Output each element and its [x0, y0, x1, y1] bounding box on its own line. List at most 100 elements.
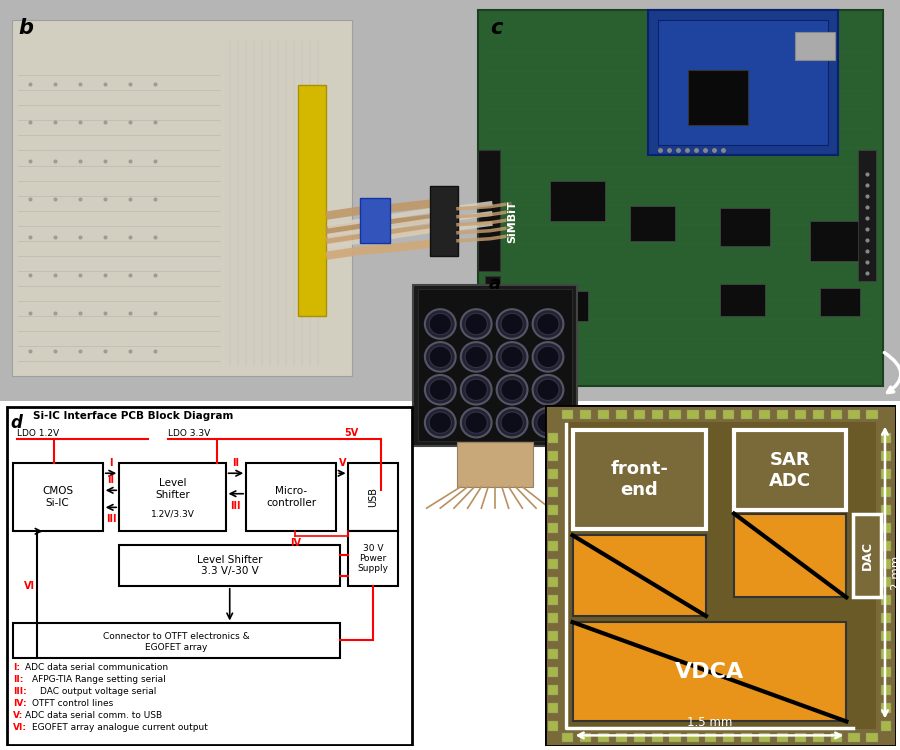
Text: VI: VI [23, 580, 34, 591]
Bar [12, 20, 352, 376]
Circle shape [429, 314, 452, 334]
Bar [13, 463, 103, 531]
Circle shape [425, 309, 455, 339]
Text: Si-IC Interface PCB Block Diagram: Si-IC Interface PCB Block Diagram [33, 411, 233, 421]
Circle shape [465, 346, 487, 368]
Text: LDO 1.2V: LDO 1.2V [17, 429, 58, 438]
Circle shape [465, 314, 487, 334]
Bar [563, 422, 877, 729]
Text: II: II [107, 476, 114, 485]
Bar [881, 631, 891, 640]
Text: Level Shifter
3.3 V/-30 V: Level Shifter 3.3 V/-30 V [197, 554, 263, 576]
Text: c: c [490, 18, 502, 38]
Bar [741, 733, 752, 742]
Circle shape [501, 346, 523, 368]
Bar [777, 410, 788, 419]
Bar [720, 208, 770, 246]
Bar [881, 559, 891, 568]
Bar [548, 505, 558, 515]
Text: CMOS
Si-IC: CMOS Si-IC [42, 486, 73, 508]
Bar [562, 733, 573, 742]
Text: b: b [18, 18, 33, 38]
Bar [795, 32, 835, 60]
Bar [858, 151, 876, 281]
Circle shape [465, 379, 487, 400]
Circle shape [497, 342, 527, 372]
Bar [616, 410, 627, 419]
Circle shape [497, 408, 527, 437]
Bar [572, 430, 706, 529]
Bar [562, 410, 573, 419]
Bar [648, 10, 838, 155]
Bar [119, 545, 340, 586]
Circle shape [533, 408, 563, 437]
Bar [670, 410, 680, 419]
Text: Micro-
controller: Micro- controller [266, 486, 316, 508]
Text: SAR
ADC: SAR ADC [770, 451, 811, 490]
Bar [598, 410, 609, 419]
Bar [652, 733, 662, 742]
Bar [348, 531, 398, 586]
Bar [348, 463, 398, 531]
Circle shape [501, 412, 523, 434]
Text: 5V: 5V [345, 427, 358, 438]
Bar [548, 721, 558, 730]
Bar [13, 623, 340, 658]
Bar [688, 410, 698, 419]
Bar [813, 733, 824, 742]
Bar [478, 10, 883, 386]
Bar [881, 577, 891, 586]
Text: V:: V: [13, 711, 22, 720]
Bar [759, 733, 770, 742]
Bar [831, 410, 842, 419]
Bar [616, 733, 627, 742]
Text: Level
Shifter: Level Shifter [155, 478, 190, 500]
Bar [741, 410, 752, 419]
Bar [413, 284, 577, 446]
Bar [478, 151, 500, 271]
Circle shape [497, 309, 527, 339]
Bar [688, 733, 698, 742]
Circle shape [461, 375, 491, 404]
Bar [881, 487, 891, 496]
Bar [881, 451, 891, 460]
Bar [634, 410, 645, 419]
Bar [418, 290, 572, 441]
Bar [572, 622, 846, 722]
Bar [548, 595, 558, 604]
Bar [548, 487, 558, 496]
Bar [572, 536, 706, 616]
Text: DAC: DAC [861, 541, 874, 570]
Bar [548, 649, 558, 658]
Bar [881, 703, 891, 712]
Circle shape [425, 408, 455, 437]
Bar [652, 410, 662, 419]
Text: AFPG-TIA Range setting serial: AFPG-TIA Range setting serial [32, 675, 166, 684]
Text: 2 mm: 2 mm [890, 556, 900, 590]
Bar [881, 649, 891, 658]
Text: EGOFET array analogue current output: EGOFET array analogue current output [32, 723, 208, 732]
Bar [881, 685, 891, 694]
Bar [548, 667, 558, 676]
Bar [119, 463, 226, 531]
Bar [881, 721, 891, 730]
Bar [881, 469, 891, 478]
Circle shape [461, 408, 491, 437]
Text: III:: III: [13, 687, 26, 696]
Bar [634, 733, 645, 742]
Bar [706, 410, 716, 419]
Bar [777, 733, 788, 742]
Bar [670, 733, 680, 742]
Bar [548, 559, 558, 568]
Bar [810, 220, 865, 261]
Bar [724, 410, 734, 419]
Circle shape [533, 375, 563, 404]
Circle shape [425, 342, 455, 372]
Bar [881, 433, 891, 442]
Bar [598, 733, 609, 742]
Bar [658, 20, 828, 146]
Bar [298, 86, 326, 316]
Bar [485, 276, 500, 311]
Bar [688, 70, 748, 125]
Circle shape [501, 314, 523, 334]
